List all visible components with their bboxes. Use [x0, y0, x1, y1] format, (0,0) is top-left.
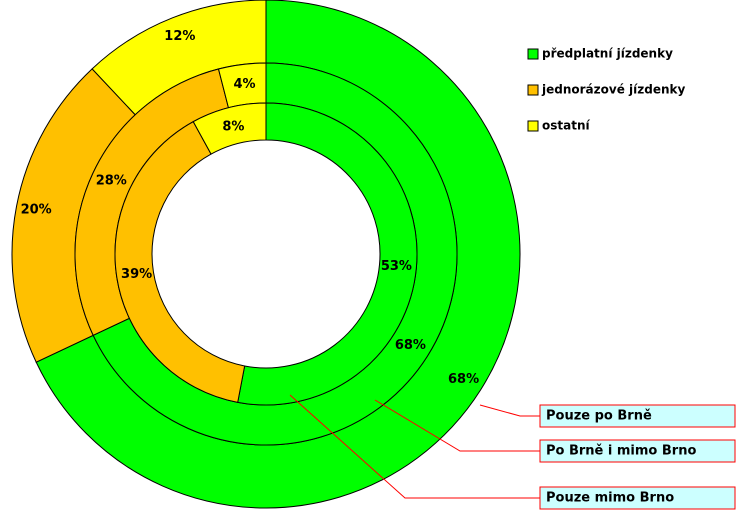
- legend-label: jednorázové jízdenky: [541, 83, 685, 97]
- callout-box: [539, 404, 736, 428]
- data-label: 68%: [395, 338, 426, 353]
- data-label: 8%: [222, 120, 244, 135]
- donut-segment: [114, 120, 246, 403]
- callout-line: [289, 394, 540, 499]
- data-label: 53%: [381, 259, 412, 274]
- legend-swatch: [527, 120, 539, 132]
- callout-label: Po Brně i mimo Brno: [546, 444, 696, 459]
- callout-label: Pouze mimo Brno: [546, 491, 674, 506]
- legend-label: ostatní: [542, 119, 591, 133]
- legend-swatch: [527, 48, 539, 60]
- callout-label: Pouze po Brně: [546, 409, 652, 424]
- donut-segment: [237, 102, 418, 406]
- data-label: 39%: [121, 267, 152, 282]
- data-label: 12%: [164, 29, 195, 44]
- callout-box: [539, 486, 736, 510]
- callout-line: [374, 399, 540, 452]
- data-label: 20%: [21, 203, 52, 218]
- legend-swatch: [527, 84, 539, 96]
- donut-segment: [192, 102, 267, 155]
- callout-line: [479, 404, 540, 417]
- data-label: 28%: [96, 174, 127, 189]
- data-label: 68%: [448, 372, 479, 387]
- legend-label: předplatní jízdenky: [542, 47, 673, 61]
- data-label: 4%: [234, 77, 256, 92]
- callout-box: [539, 439, 736, 463]
